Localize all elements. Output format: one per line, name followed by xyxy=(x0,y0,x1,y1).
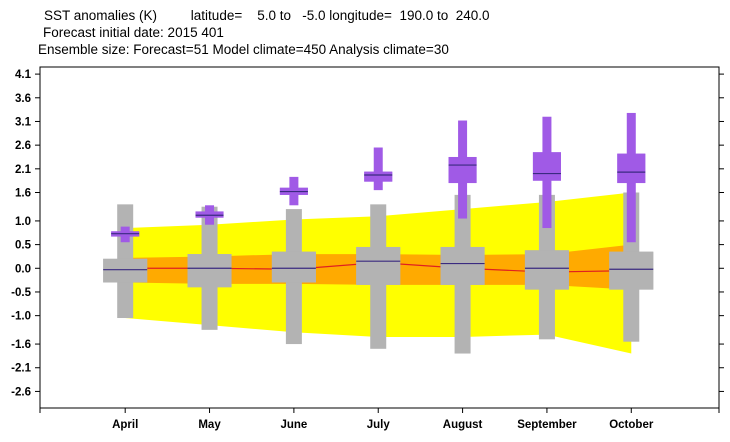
model-climate-box xyxy=(271,209,316,345)
forecast-box xyxy=(532,116,561,229)
x-tick-label: June xyxy=(280,419,307,431)
y-tick-label: -2.1 xyxy=(11,363,31,375)
model-climate-box xyxy=(524,194,569,340)
y-tick-label: 0.5 xyxy=(15,240,32,252)
box-inner xyxy=(356,246,401,285)
title-line: SST anomalies (K) latitude= 5.0 to -5.0 … xyxy=(44,8,490,23)
model-climate-box xyxy=(187,206,232,330)
y-tick-label: 2.1 xyxy=(15,164,32,176)
y-tick-label: 2.6 xyxy=(15,140,31,152)
box-plots xyxy=(103,112,654,354)
forecast-box xyxy=(448,120,477,219)
axes: 4.1 3.6 3.1 2.6 2.1 1.6 1.0 0.5 0.0 -0.5 -1.0 -1.6 -… xyxy=(11,69,724,431)
box-inner xyxy=(103,258,148,283)
y-tick-label: 0.0 xyxy=(15,263,31,275)
box-inner xyxy=(524,250,569,290)
box-inner xyxy=(609,251,654,290)
y-tick-label: -1.0 xyxy=(11,311,31,323)
x-tick-label: September xyxy=(517,419,577,431)
y-tick-label: -2.6 xyxy=(11,386,31,398)
x-tick-label: October xyxy=(609,419,654,431)
box-inner xyxy=(195,211,224,218)
box-inner xyxy=(364,171,393,182)
box-inner xyxy=(440,246,485,285)
y-tick-label: 1.0 xyxy=(15,216,31,228)
box-inner xyxy=(532,152,561,181)
model-climate-box xyxy=(356,204,401,349)
x-tick-label: April xyxy=(112,419,138,431)
y-tick-label: 1.6 xyxy=(15,188,31,200)
y-tick-label: 3.6 xyxy=(15,93,31,105)
forecast-box xyxy=(195,205,224,225)
y-tick-label: 4.1 xyxy=(15,69,32,81)
box-whisker xyxy=(373,147,383,191)
y-tick-label: 3.1 xyxy=(15,116,32,128)
box-inner xyxy=(187,254,232,288)
model-climate-box xyxy=(440,194,485,354)
box-inner xyxy=(617,153,646,184)
chart-header: SST anomalies (K) latitude= 5.0 to -5.0 … xyxy=(0,0,730,66)
plot-frame xyxy=(39,66,720,409)
plot-border xyxy=(39,66,720,409)
x-tick-label: July xyxy=(367,419,391,431)
forecast-box xyxy=(111,226,140,243)
ensemble-size-line: Ensemble size: Forecast=51 Model climate… xyxy=(38,42,449,57)
x-tick-label: May xyxy=(198,419,221,431)
forecast-box xyxy=(364,147,393,191)
forecast-box xyxy=(279,176,308,206)
x-tick-label: August xyxy=(443,419,483,431)
y-tick-label: -0.5 xyxy=(11,287,31,299)
forecast-date-line: Forecast initial date: 2015 401 xyxy=(43,25,224,40)
y-tick-label: -1.6 xyxy=(11,339,31,351)
box-inner xyxy=(271,251,316,283)
forecast-box xyxy=(617,112,646,243)
box-inner xyxy=(448,156,477,184)
